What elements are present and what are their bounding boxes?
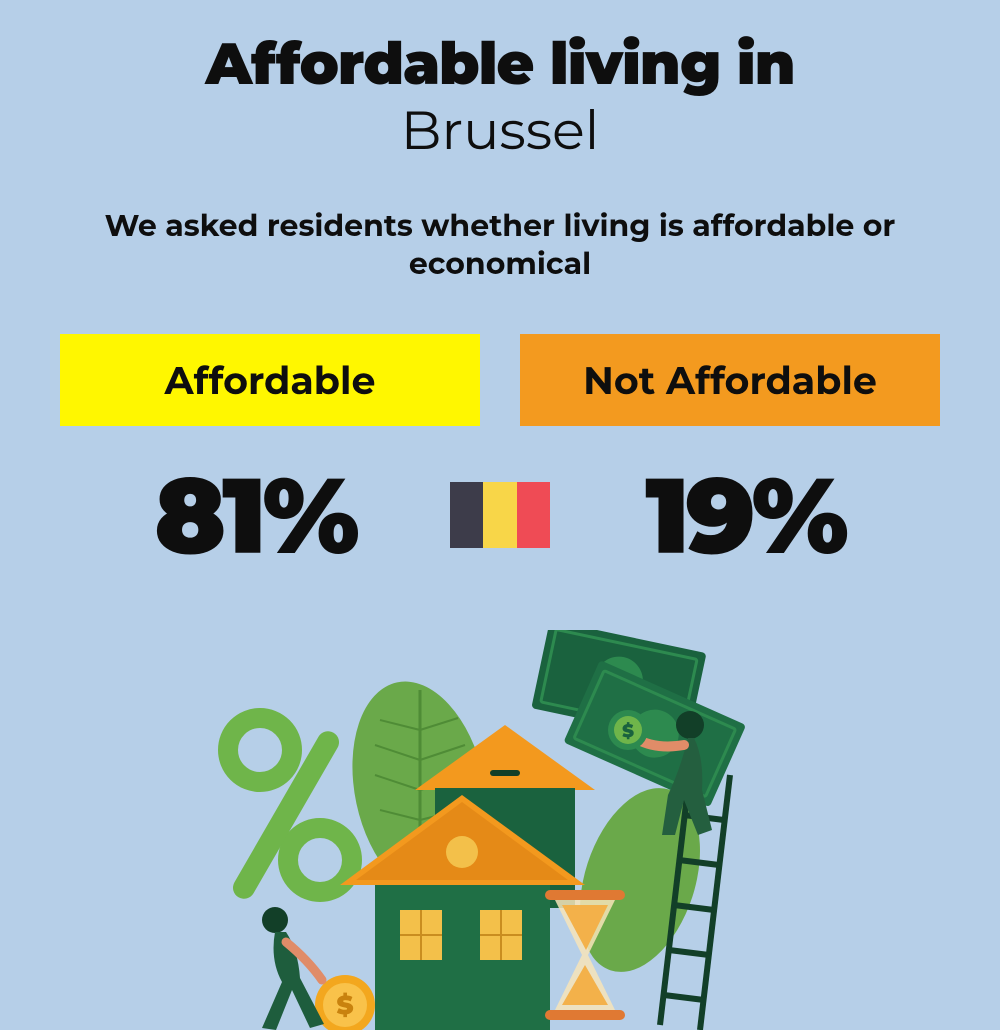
- affordable-percentage: 81%: [60, 450, 450, 580]
- flag-stripe-black: [450, 482, 483, 548]
- label-not-affordable: Not Affordable: [520, 334, 940, 426]
- subtitle: We asked residents whether living is aff…: [90, 207, 910, 282]
- values-row: 81% 19%: [60, 450, 940, 580]
- label-affordable: Affordable: [60, 334, 480, 426]
- svg-text:$: $: [336, 989, 353, 1021]
- flag-stripe-yellow: [483, 482, 516, 548]
- title-line-2: Brussel: [401, 97, 600, 163]
- labels-row: Affordable Not Affordable: [60, 334, 940, 426]
- svg-text:$: $: [622, 720, 634, 742]
- percent-icon: [228, 718, 352, 903]
- title-line-1: Affordable living in: [206, 28, 795, 99]
- flag-stripe-red: [517, 482, 550, 548]
- infographic-container: Affordable living in Brussel We asked re…: [0, 0, 1000, 580]
- house-savings-illustration: $ $: [190, 630, 810, 1030]
- not-affordable-percentage: 19%: [550, 450, 940, 580]
- belgium-flag-icon: [450, 482, 550, 548]
- person-coin-icon: $: [262, 907, 375, 1030]
